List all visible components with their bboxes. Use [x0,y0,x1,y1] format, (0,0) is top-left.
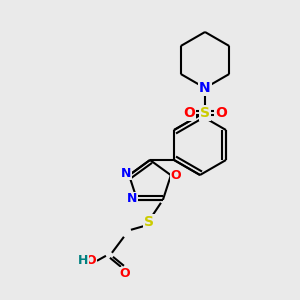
Text: N: N [121,167,131,180]
Text: O: O [85,254,96,267]
Text: O: O [183,106,195,120]
Text: N: N [127,192,137,205]
Text: O: O [171,169,181,182]
Text: O: O [120,267,130,280]
Text: N: N [199,81,211,95]
Text: S: S [200,106,210,120]
Text: S: S [144,215,154,229]
Text: O: O [215,106,227,120]
Text: H: H [78,254,88,267]
